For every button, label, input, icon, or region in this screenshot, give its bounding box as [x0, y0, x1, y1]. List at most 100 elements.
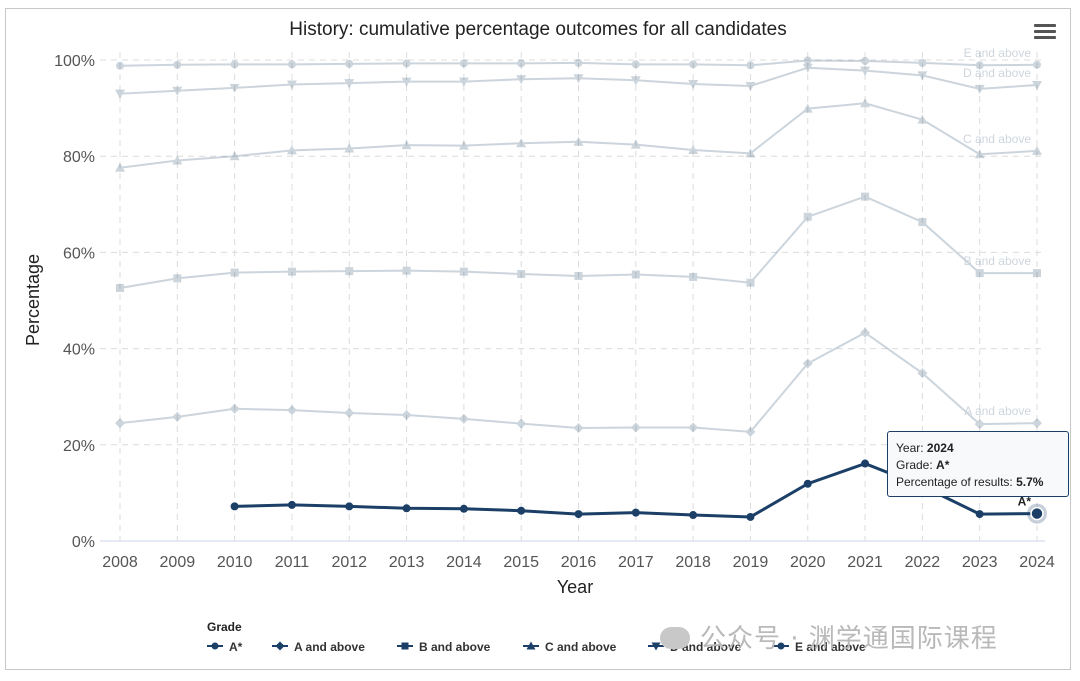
- data-point: [115, 418, 125, 429]
- series-c-and-above[interactable]: C and above: [115, 98, 1042, 172]
- data-point: [861, 459, 870, 468]
- data-point: [401, 140, 412, 150]
- data-point: [746, 61, 755, 70]
- x-tick-label: 2011: [275, 554, 310, 571]
- data-point: [517, 506, 526, 515]
- legend[interactable]: A* A and above B and above C and above D and…: [207, 640, 866, 654]
- data-point: [746, 278, 755, 287]
- x-axis-ticks: 2008 2009 2010 2011 2012 2013 2014 2015 2016 2017…: [102, 554, 1055, 571]
- series-end-label: E and above: [964, 46, 1032, 60]
- legend-item-e-and-above[interactable]: E and above: [773, 640, 866, 654]
- legend-marker-icon: [275, 641, 285, 651]
- data-point: [401, 409, 412, 420]
- x-tick-label: 2010: [217, 554, 253, 571]
- chart-frame: [5, 8, 1071, 670]
- data-point: [116, 283, 124, 292]
- data-point: [401, 77, 412, 87]
- data-point: [917, 368, 928, 379]
- series-e-and-above[interactable]: E and above: [116, 46, 1041, 70]
- data-point: [689, 272, 698, 281]
- data-point: [459, 267, 468, 276]
- data-point: [861, 56, 870, 65]
- data-tooltip: Year: 2024 Grade: A* Percentage of resul…: [887, 431, 1069, 497]
- series-b-and-above[interactable]: B and above: [116, 192, 1041, 292]
- x-tick-label: 2016: [561, 554, 597, 571]
- data-point: [630, 139, 641, 149]
- data-point: [803, 479, 812, 488]
- legend-label: C and above: [545, 640, 617, 654]
- legend-marker-icon: [401, 642, 409, 650]
- data-point: [345, 267, 354, 276]
- y-tick-label: 80%: [63, 149, 95, 166]
- data-point: [631, 60, 640, 69]
- data-point: [574, 510, 583, 519]
- data-point: [344, 408, 355, 419]
- data-point: [459, 504, 468, 513]
- series-line: [119, 66, 1038, 95]
- data-point: [688, 422, 699, 433]
- x-tick-label: 2012: [331, 554, 367, 571]
- series-a-and-above[interactable]: A and above: [115, 327, 1042, 437]
- x-tick-label: 2023: [962, 554, 998, 571]
- x-axis-label: Year: [557, 577, 593, 597]
- data-point: [803, 212, 812, 221]
- data-point: [803, 56, 812, 65]
- data-point: [745, 81, 756, 91]
- hovered-point[interactable]: [1030, 506, 1044, 521]
- series-line: [119, 102, 1038, 169]
- data-point: [458, 77, 469, 87]
- legend-item-a-and-above[interactable]: A and above: [272, 640, 365, 654]
- data-point: [286, 145, 297, 155]
- series-line: [119, 195, 1037, 289]
- data-point: [1033, 269, 1041, 278]
- series-line: [119, 331, 1038, 433]
- y-tick-label: 60%: [63, 245, 95, 262]
- legend-item-c-and-above[interactable]: C and above: [523, 640, 617, 654]
- legend-marker-icon: [777, 642, 785, 650]
- x-tick-label: 2017: [618, 554, 654, 571]
- data-point: [802, 358, 813, 369]
- data-point: [173, 274, 182, 283]
- data-point: [630, 76, 641, 86]
- x-tick-label: 2013: [389, 554, 425, 571]
- data-point: [402, 59, 411, 68]
- data-point: [229, 151, 240, 161]
- x-tick-label: 2015: [503, 554, 539, 571]
- legend-label: A*: [229, 640, 243, 654]
- data-point: [173, 60, 182, 69]
- legend-label: E and above: [795, 640, 866, 654]
- watermark: 公众号 · 渊学通国际课程: [660, 618, 998, 655]
- data-point: [345, 59, 354, 68]
- data-point: [574, 271, 583, 280]
- data-point: [689, 511, 698, 520]
- x-tick-label: 2021: [847, 554, 883, 571]
- series-end-label: B and above: [964, 254, 1032, 268]
- data-point: [746, 512, 755, 521]
- chart-menu-button[interactable]: [1034, 24, 1056, 42]
- tooltip-grade: A*: [936, 458, 950, 472]
- series-d-and-above[interactable]: D and above: [115, 63, 1042, 99]
- data-point: [230, 60, 239, 69]
- data-point: [974, 84, 985, 94]
- data-point: [344, 79, 355, 89]
- tooltip-year: 2024: [926, 441, 954, 455]
- data-point: [115, 162, 125, 172]
- y-tick-label: 40%: [63, 342, 95, 359]
- data-point: [516, 75, 527, 85]
- legend-title: Grade: [207, 620, 242, 634]
- data-point: [917, 71, 928, 81]
- data-point: [345, 502, 354, 511]
- data-point: [745, 426, 756, 437]
- legend-marker-icon: [526, 641, 536, 650]
- legend-item-astar[interactable]: A*: [207, 640, 243, 654]
- x-tick-label: 2014: [446, 554, 482, 571]
- data-point: [802, 103, 813, 113]
- data-point: [974, 419, 985, 430]
- legend-item-b-and-above[interactable]: B and above: [397, 640, 491, 654]
- data-point: [287, 500, 296, 509]
- data-point: [229, 403, 240, 414]
- data-point: [230, 502, 239, 511]
- x-tick-label: 2020: [790, 554, 826, 571]
- legend-label: B and above: [419, 640, 491, 654]
